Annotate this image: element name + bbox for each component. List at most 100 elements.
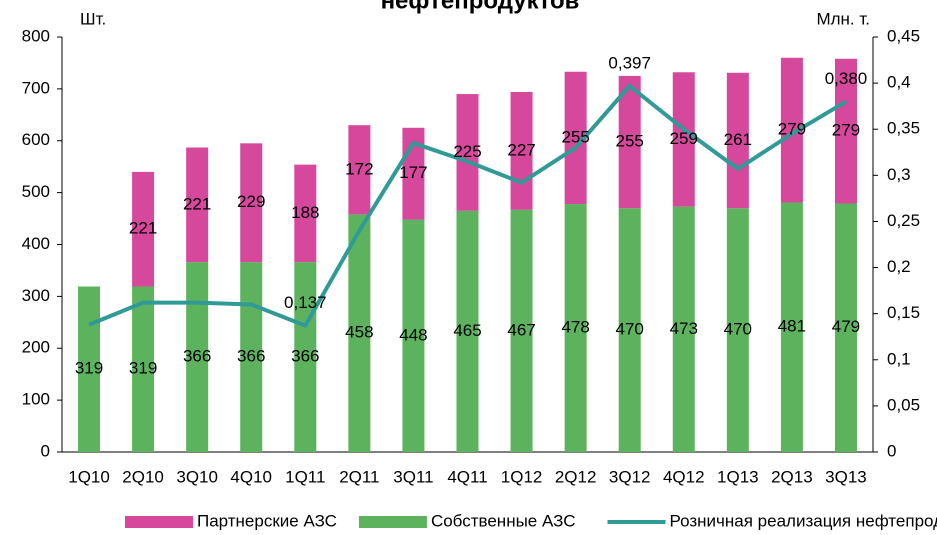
bar xyxy=(726,208,749,452)
legend-label: Розничная реализация нефтепродуктов xyxy=(670,511,937,530)
bar-value-label: 279 xyxy=(778,120,806,139)
bar-value-label: 458 xyxy=(345,323,373,342)
bar-value-label: 279 xyxy=(832,121,860,140)
bar xyxy=(186,262,209,452)
bar-value-label: 470 xyxy=(724,320,752,339)
y-tick-label: 200 xyxy=(22,338,50,357)
bar-value-label: 319 xyxy=(75,359,103,378)
bar xyxy=(672,72,695,207)
bar-value-label: 366 xyxy=(183,347,211,366)
bar-value-label: 188 xyxy=(291,203,319,222)
bar xyxy=(402,219,425,452)
x-tick-label: 3Q11 xyxy=(393,467,433,486)
y2-tick-label: 0,35 xyxy=(887,119,920,138)
chart-title: нефтепродуктов xyxy=(381,0,580,14)
bar-value-label: 470 xyxy=(616,320,644,339)
x-tick-label: 3Q10 xyxy=(176,467,218,486)
legend-swatch xyxy=(125,516,193,528)
y2-tick-label: 0,3 xyxy=(887,165,911,184)
line-series xyxy=(88,83,847,328)
line-value-label: 0,137 xyxy=(284,293,327,312)
bar xyxy=(834,203,857,452)
y-tick-label: 800 xyxy=(22,26,50,45)
y2-tick-label: 0,25 xyxy=(887,211,920,230)
bar xyxy=(564,204,587,452)
x-tick-label: 2Q10 xyxy=(122,467,164,486)
x-tick-label: 1Q13 xyxy=(717,467,759,486)
y-axis-label: Шт. xyxy=(80,9,106,28)
bar xyxy=(780,57,803,203)
y2-tick-label: 0 xyxy=(887,441,896,460)
x-tick-label: 3Q13 xyxy=(825,467,867,486)
bar xyxy=(618,75,641,209)
y2-tick-label: 0,15 xyxy=(887,303,920,322)
y-tick-label: 400 xyxy=(22,234,50,253)
bar xyxy=(510,209,533,452)
bar-value-label: 225 xyxy=(453,142,481,161)
y2-axis-label: Млн. т. xyxy=(816,9,870,28)
bar xyxy=(564,71,587,205)
bar xyxy=(726,72,749,209)
line-value-label: 0,380 xyxy=(825,69,868,88)
bar-value-label: 261 xyxy=(724,130,752,149)
bar-value-label: 319 xyxy=(129,359,157,378)
x-tick-label: 4Q10 xyxy=(230,467,272,486)
bar-value-label: 479 xyxy=(832,317,860,336)
line-value-label: 0,397 xyxy=(608,53,651,72)
bar xyxy=(132,286,155,452)
bar-value-label: 255 xyxy=(616,132,644,151)
y2-tick-label: 0,2 xyxy=(887,257,911,276)
bar-value-label: 448 xyxy=(399,325,427,344)
bar xyxy=(780,202,803,452)
bar xyxy=(240,143,263,263)
x-tick-label: 4Q12 xyxy=(663,467,705,486)
y-tick-label: 100 xyxy=(22,390,50,409)
bar-value-label: 366 xyxy=(237,347,265,366)
bar xyxy=(348,125,371,215)
bar-value-label: 366 xyxy=(291,347,319,366)
x-tick-label: 1Q12 xyxy=(501,467,543,486)
bar xyxy=(834,58,857,204)
bar-value-label: 172 xyxy=(345,159,373,178)
y-tick-label: 300 xyxy=(22,286,50,305)
bar-value-label: 229 xyxy=(237,192,265,211)
y2-tick-label: 0,1 xyxy=(887,349,911,368)
bar-value-label: 478 xyxy=(561,318,589,337)
bar-value-label: 221 xyxy=(129,219,157,238)
bar-value-label: 221 xyxy=(183,194,211,213)
bar xyxy=(348,214,371,452)
bar-value-label: 467 xyxy=(507,320,535,339)
bar xyxy=(294,164,317,263)
legend-label: Собственные АЗС xyxy=(431,511,576,530)
y-tick-label: 600 xyxy=(22,130,50,149)
bar-value-label: 259 xyxy=(670,129,698,148)
bar xyxy=(78,286,101,452)
bar-value-label: 255 xyxy=(561,127,589,146)
bar-value-label: 465 xyxy=(453,321,481,340)
legend-swatch xyxy=(358,516,427,528)
bar xyxy=(618,208,641,452)
y2-tick-label: 0,45 xyxy=(887,26,920,45)
bar xyxy=(186,147,209,263)
x-tick-label: 4Q11 xyxy=(447,467,487,486)
y-tick-label: 700 xyxy=(22,78,50,97)
x-tick-label: 2Q12 xyxy=(555,467,597,486)
bar-value-label: 227 xyxy=(507,140,535,159)
x-tick-label: 1Q11 xyxy=(285,467,325,486)
x-tick-label: 1Q10 xyxy=(68,467,110,486)
y2-tick-label: 0,4 xyxy=(887,73,911,92)
bar xyxy=(456,210,479,452)
y-tick-label: 0 xyxy=(41,441,50,460)
bar xyxy=(132,171,155,287)
bar-value-label: 177 xyxy=(399,163,427,182)
bar xyxy=(240,262,263,452)
x-tick-label: 3Q12 xyxy=(609,467,651,486)
bar xyxy=(672,206,695,452)
legend-label: Партнерские АЗС xyxy=(197,511,337,530)
x-tick-label: 2Q11 xyxy=(339,467,379,486)
x-tick-label: 2Q13 xyxy=(771,467,813,486)
y2-tick-label: 0,05 xyxy=(887,395,920,414)
y-tick-label: 500 xyxy=(22,182,50,201)
bar xyxy=(456,94,479,211)
